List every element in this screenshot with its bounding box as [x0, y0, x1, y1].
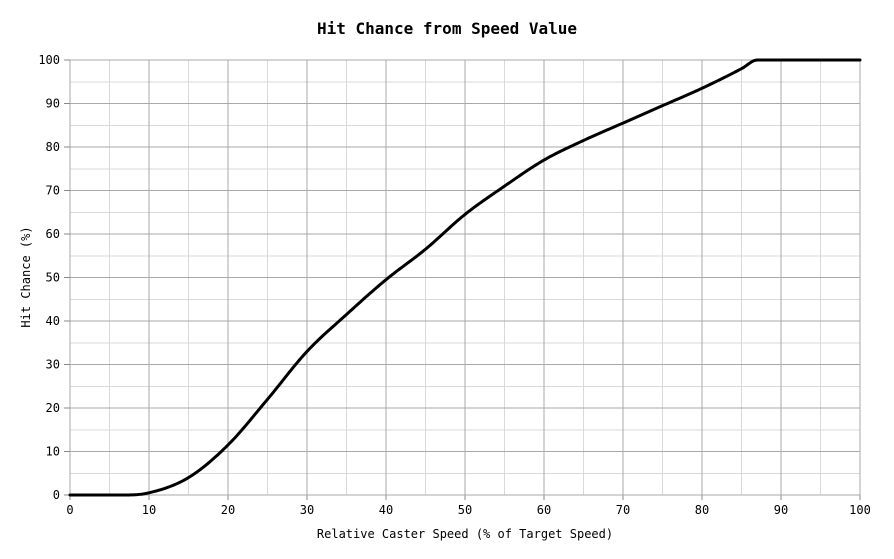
- hit-chance-curve: [68, 58, 862, 497]
- x-tick-label: 70: [616, 503, 630, 517]
- y-tick-label: 80: [46, 140, 60, 154]
- x-tick-label: 60: [537, 503, 551, 517]
- x-tick-label: 0: [66, 503, 73, 517]
- y-tick-label: 50: [46, 271, 60, 285]
- y-tick-label: 30: [46, 358, 60, 372]
- x-tick-label: 80: [695, 503, 709, 517]
- x-tick-label: 100: [849, 503, 871, 517]
- x-tick-label: 40: [379, 503, 393, 517]
- chart-title: Hit Chance from Speed Value: [316, 19, 578, 38]
- x-tick-label: 10: [142, 503, 156, 517]
- y-tick-label: 10: [46, 445, 60, 459]
- y-tick-label: 20: [46, 401, 60, 415]
- y-tick-label: 70: [46, 184, 60, 198]
- y-tick-label: 40: [46, 314, 60, 328]
- x-axis-label: Relative Caster Speed (% of Target Speed…: [316, 527, 614, 541]
- y-axis-label: Hit Chance (%): [19, 226, 33, 328]
- y-tick-label: 100: [38, 53, 60, 67]
- x-tick-label: 50: [458, 503, 472, 517]
- y-tick-label: 90: [46, 97, 60, 111]
- y-tick-label: 0: [53, 488, 60, 502]
- y-tick-label: 60: [46, 227, 60, 241]
- x-tick-label: 90: [774, 503, 788, 517]
- x-tick-label: 30: [300, 503, 314, 517]
- x-tick-label: 20: [221, 503, 235, 517]
